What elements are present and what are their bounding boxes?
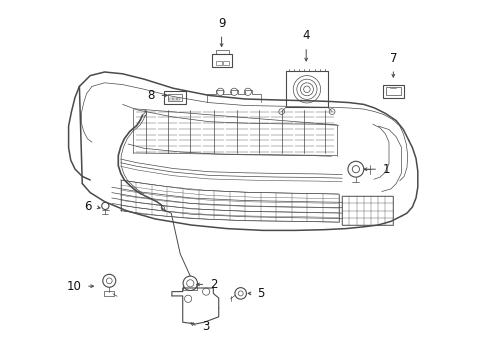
Text: 9: 9 xyxy=(218,17,225,30)
Text: 7: 7 xyxy=(390,52,397,65)
Bar xyxy=(170,98,173,100)
Bar xyxy=(212,54,232,67)
Bar xyxy=(216,50,229,54)
Text: 5: 5 xyxy=(257,287,265,300)
Bar xyxy=(168,94,182,101)
Text: 3: 3 xyxy=(202,320,209,333)
Bar xyxy=(383,85,404,98)
Bar xyxy=(164,91,186,104)
Bar xyxy=(176,98,180,100)
Text: 4: 4 xyxy=(302,30,310,42)
Text: 1: 1 xyxy=(383,163,390,176)
Bar xyxy=(104,291,114,296)
Text: 8: 8 xyxy=(147,89,155,102)
Bar xyxy=(216,61,221,65)
Bar xyxy=(173,98,176,100)
Bar xyxy=(342,196,392,225)
Bar xyxy=(386,87,400,95)
Bar xyxy=(223,61,229,65)
Text: 10: 10 xyxy=(67,280,81,293)
Text: 6: 6 xyxy=(84,201,91,213)
Bar xyxy=(286,71,328,107)
Text: 2: 2 xyxy=(210,278,217,291)
